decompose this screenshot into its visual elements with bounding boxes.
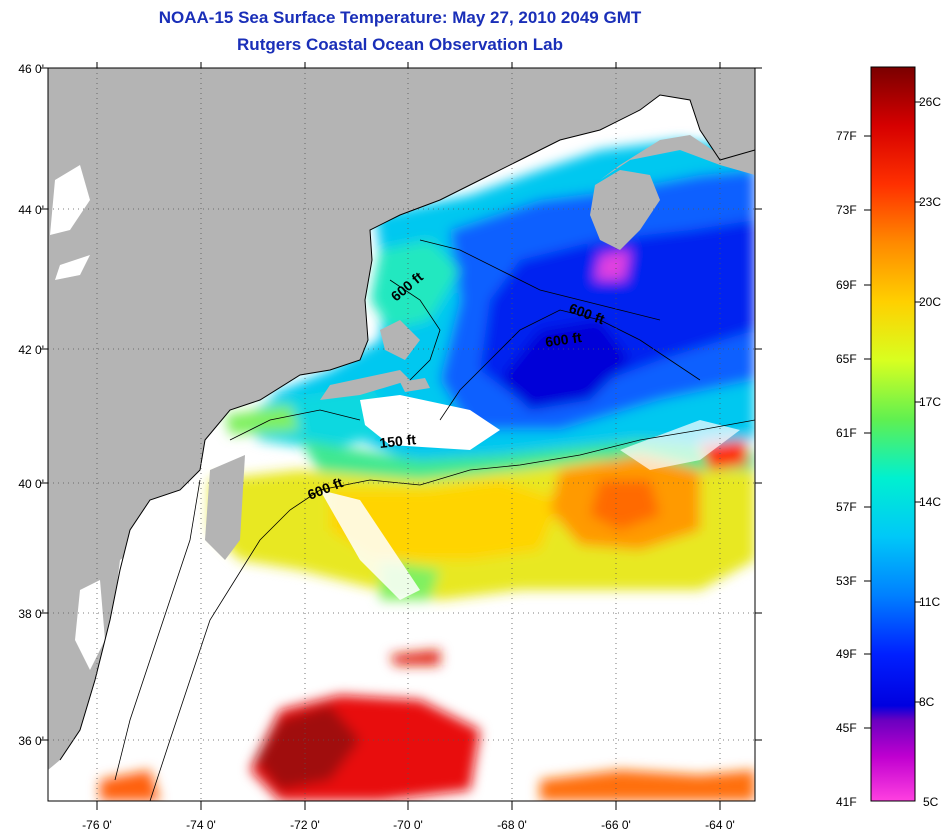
lat-label-42: 42 0' bbox=[18, 343, 44, 357]
colorbar-f-45: 45F bbox=[836, 721, 857, 735]
colorbar-c-14: 14C bbox=[919, 495, 942, 509]
colorbar-f-77: 77F bbox=[836, 129, 857, 143]
lon-label-72: -72 0' bbox=[290, 818, 320, 832]
colorbar-f-53: 53F bbox=[836, 574, 857, 588]
colorbar-f-61: 61F bbox=[836, 426, 857, 440]
lat-label-46: 46 0' bbox=[18, 62, 44, 76]
lat-label-36: 36 0' bbox=[18, 734, 44, 748]
lat-label-38: 38 0' bbox=[18, 607, 44, 621]
lon-label-66: -66 0' bbox=[601, 818, 631, 832]
land-new-jersey bbox=[205, 455, 245, 560]
colorbar-c-11: 11C bbox=[919, 595, 941, 609]
colorbar-f-49: 49F bbox=[836, 647, 857, 661]
lat-label-40: 40 0' bbox=[18, 477, 44, 491]
lon-label-70: -70 0' bbox=[393, 818, 423, 832]
lat-label-44: 44 0' bbox=[18, 203, 44, 217]
map-plot-area: 600 ft 600 ft 600 ft 150 ft 600 ft bbox=[48, 68, 755, 801]
colorbar-c-20: 20C bbox=[919, 295, 942, 309]
colorbar-f-73: 73F bbox=[836, 203, 857, 217]
land-nova-scotia bbox=[590, 170, 660, 250]
lon-label-64: -64 0' bbox=[705, 818, 735, 832]
lon-label-76: -76 0' bbox=[82, 818, 112, 832]
colorbar-f-69: 69F bbox=[836, 278, 857, 292]
contour-label-600ft-c: 600 ft bbox=[544, 329, 583, 350]
colorbar-ticks bbox=[864, 101, 921, 729]
land-mainland bbox=[48, 68, 755, 770]
colorbar-c-26: 26C bbox=[919, 95, 942, 109]
colorbar-c-23: 23C bbox=[919, 195, 942, 209]
map-subtitle: Rutgers Coastal Ocean Observation Lab bbox=[237, 35, 563, 54]
bathymetry-contours bbox=[114, 239, 755, 801]
colorbar-f-41: 41F bbox=[836, 795, 857, 809]
lon-label-74: -74 0' bbox=[186, 818, 216, 832]
colorbar-f-57: 57F bbox=[836, 500, 857, 514]
sst-field bbox=[100, 140, 755, 801]
colorbar bbox=[870, 66, 916, 802]
colorbar-c-5: 5C bbox=[923, 795, 939, 809]
axis-ticks bbox=[41, 62, 762, 810]
colorbar-f-65: 65F bbox=[836, 352, 857, 366]
contour-label-150ft: 150 ft bbox=[379, 431, 417, 451]
map-title: NOAA-15 Sea Surface Temperature: May 27,… bbox=[158, 8, 642, 27]
land-long-island bbox=[320, 370, 410, 400]
graticule bbox=[48, 68, 755, 801]
colorbar-c-17: 17C bbox=[919, 395, 942, 409]
map-frame bbox=[47, 67, 756, 802]
land-cape-cod bbox=[380, 320, 420, 360]
colorbar-c-8: 8C bbox=[919, 695, 935, 709]
lon-label-68: -68 0' bbox=[497, 818, 527, 832]
